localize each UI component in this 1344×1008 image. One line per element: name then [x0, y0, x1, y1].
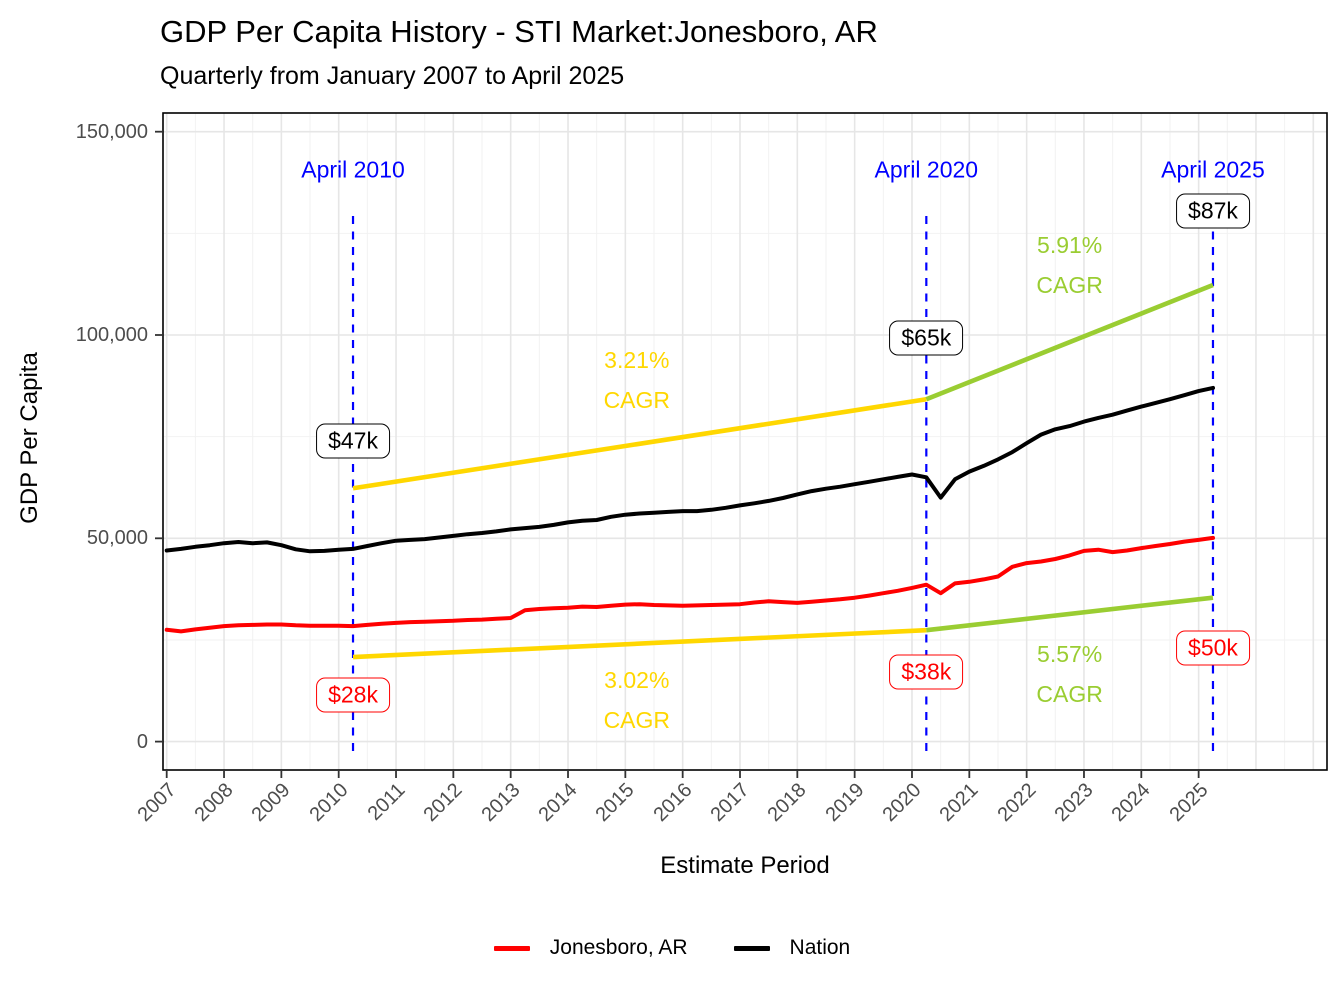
legend: Jonesboro, AR Nation [0, 936, 1344, 960]
value-label-box: $50k [1176, 630, 1250, 666]
y-axis-title: GDP Per Capita [16, 352, 43, 524]
value-label-box: $38k [889, 654, 964, 690]
vline-date-label: April 2010 [301, 156, 405, 183]
chart-title: GDP Per Capita History - STI Market:Jone… [160, 14, 878, 49]
legend-label-jonesboro: Jonesboro, AR [549, 936, 688, 959]
y-tick-label: 150,000 [75, 120, 148, 143]
vline-date-label: April 2025 [1161, 156, 1265, 183]
cagr-label-nation-cagr-2020-2025: 5.91% CAGR [1036, 232, 1103, 299]
legend-swatch-jonesboro [493, 945, 530, 951]
legend-item-nation: Nation [733, 936, 851, 960]
value-label-box: $87k [1176, 193, 1250, 229]
cagr-label-jonesboro-cagr-2020-2025: 5.57% CAGR [1036, 641, 1103, 708]
value-label-box: $65k [889, 320, 964, 356]
x-axis-title: Estimate Period [660, 852, 830, 879]
y-tick-label: 100,000 [75, 324, 148, 346]
legend-label-nation: Nation [789, 936, 851, 959]
legend-item-jonesboro: Jonesboro, AR [493, 936, 688, 960]
y-tick-label: 50,000 [86, 527, 148, 550]
cagr-label-nation-cagr-2010-2020: 3.21% CAGR [603, 346, 671, 413]
legend-swatch-nation [733, 945, 770, 951]
value-label-box: $28k [316, 677, 390, 713]
vline-date-label: April 2020 [874, 156, 979, 183]
value-label-box: $47k [316, 423, 390, 459]
chart-subtitle: Quarterly from January 2007 to April 202… [160, 62, 625, 90]
y-tick-label: 0 [136, 730, 148, 753]
cagr-label-jonesboro-cagr-2010-2020: 3.02% CAGR [603, 667, 671, 734]
